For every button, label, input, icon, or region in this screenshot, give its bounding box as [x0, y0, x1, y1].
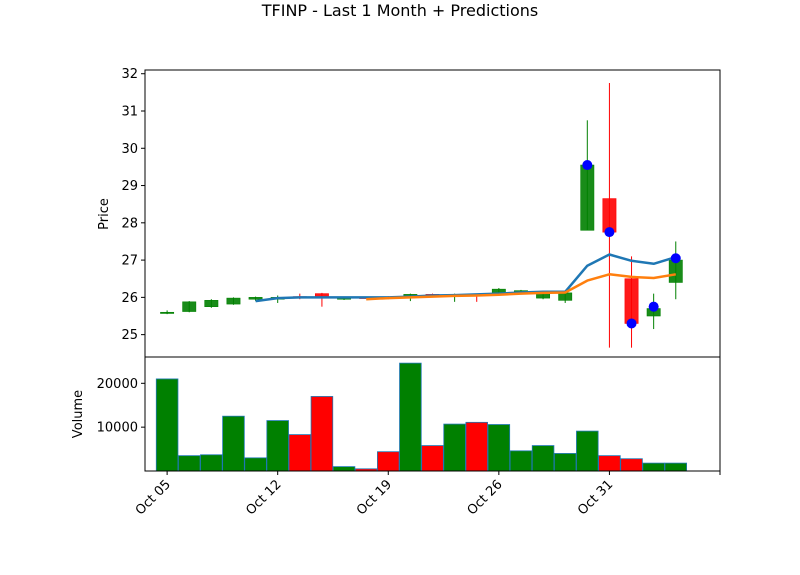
volume-bar	[664, 462, 688, 472]
date-tick-label: Oct 05	[133, 477, 174, 518]
price-tick-label: 30	[121, 142, 138, 157]
volume-bar	[177, 455, 201, 472]
prediction-point	[670, 253, 681, 264]
volume-tick-label: 20000	[97, 377, 138, 392]
volume-bar	[620, 458, 643, 472]
price-panel: 25 26 27 28 29 30 31 32 Price	[97, 67, 721, 358]
volume-bar	[200, 454, 223, 472]
prediction-point	[604, 227, 615, 238]
date-tick-label: Oct 12	[243, 477, 284, 518]
price-marks	[160, 83, 683, 348]
candle-body	[226, 297, 241, 305]
candle-body	[204, 300, 219, 307]
price-y-axis: 25 26 27 28 29 30 31 32	[121, 67, 145, 343]
candle-body	[160, 311, 175, 314]
candle-body	[668, 259, 683, 283]
price-tick-label: 26	[121, 291, 138, 306]
volume-bar	[598, 455, 621, 472]
volume-bar	[553, 453, 577, 472]
candle-body	[602, 198, 617, 233]
price-tick-label: 31	[121, 105, 138, 120]
volume-tick-label: 10000	[97, 421, 138, 436]
price-tick-label: 25	[121, 328, 138, 343]
volume-marks	[155, 362, 688, 472]
volume-y-axis: 10000 20000	[97, 377, 145, 436]
volume-axis-label: Volume	[71, 390, 86, 438]
volume-bar	[399, 362, 422, 472]
prediction-point	[582, 160, 593, 171]
volume-panel-frame	[144, 356, 721, 472]
volume-bar	[642, 462, 665, 472]
prediction-point	[626, 318, 637, 329]
candle-body	[624, 278, 639, 324]
volume-bar	[421, 445, 444, 472]
volume-bar	[288, 434, 312, 472]
date-tick-label: Oct 31	[575, 477, 616, 518]
volume-bar	[377, 451, 400, 472]
volume-bar	[443, 423, 466, 472]
price-tick-label: 27	[121, 254, 138, 269]
candle-body	[558, 292, 573, 301]
price-tick-label: 32	[121, 67, 138, 82]
chart-title: TFINP - Last 1 Month + Predictions	[261, 1, 538, 20]
volume-bar	[531, 445, 555, 472]
candle-body	[580, 164, 595, 231]
volume-bar	[332, 466, 356, 472]
volume-bar	[465, 421, 488, 472]
volume-bar	[266, 420, 289, 472]
volume-bar	[310, 396, 334, 472]
price-tick-label: 29	[121, 179, 138, 194]
volume-bar	[222, 415, 245, 472]
candle-body	[182, 301, 197, 312]
date-x-axis: Oct 05 Oct 12 Oct 19 Oct 26 Oct 31	[133, 471, 721, 518]
volume-bar	[576, 430, 599, 472]
volume-bar	[244, 457, 267, 472]
volume-bar	[509, 450, 533, 472]
prediction-point	[648, 301, 659, 312]
price-axis-label: Price	[97, 198, 112, 230]
volume-bar	[487, 424, 511, 472]
volume-bar	[155, 378, 179, 472]
price-tick-label: 28	[121, 216, 138, 231]
moving-average-line-2	[366, 273, 677, 301]
candle-body	[248, 297, 263, 300]
volume-panel: 10000 20000 Volume	[71, 356, 721, 472]
date-tick-label: Oct 19	[354, 477, 395, 518]
date-tick-label: Oct 26	[465, 477, 506, 518]
